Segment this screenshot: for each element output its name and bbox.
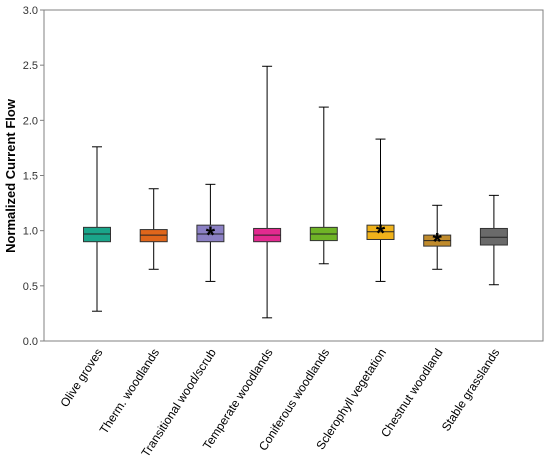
box-1 <box>83 146 111 312</box>
y-tick-label: 2.0 <box>23 115 38 127</box>
y-axis-title: Normalized Current Flow <box>3 98 18 253</box>
box-iqr <box>366 224 395 240</box>
y-tick-label: 2.5 <box>23 60 38 72</box>
box-7: * <box>423 204 452 270</box>
y-tick-label: 0.0 <box>23 336 38 348</box>
boxes-group: * * * <box>83 65 508 319</box>
box-iqr <box>83 226 111 243</box>
box-5 <box>309 106 338 265</box>
x-tick-label: Stable grasslands <box>439 346 503 434</box>
y-tick-label: 3.0 <box>23 5 38 17</box>
x-tick-label: Chestnut woodland <box>378 346 446 440</box>
y-axis: 0.0 0.5 1.0 1.5 2.0 2.5 3.0 <box>23 5 44 348</box>
star-marker: * <box>376 220 386 247</box>
y-tick-label: 1.5 <box>23 171 38 183</box>
star-marker: * <box>433 229 443 256</box>
box-8 <box>479 194 508 286</box>
x-tick-label: Therm. woodlands <box>97 346 163 436</box>
box-3: * <box>196 183 225 282</box>
box-4 <box>253 65 282 319</box>
plot-frame <box>43 9 544 342</box>
y-tick-label: 0.5 <box>23 281 38 293</box>
x-tick-label: Olive groves <box>57 346 105 410</box>
box-iqr <box>196 224 225 243</box>
y-tick-label: 1.0 <box>23 226 38 238</box>
box-iqr <box>139 229 168 243</box>
box-iqr <box>479 227 508 246</box>
box-6: * <box>366 138 395 282</box>
box-2 <box>139 188 168 270</box>
star-marker: * <box>206 222 216 249</box>
